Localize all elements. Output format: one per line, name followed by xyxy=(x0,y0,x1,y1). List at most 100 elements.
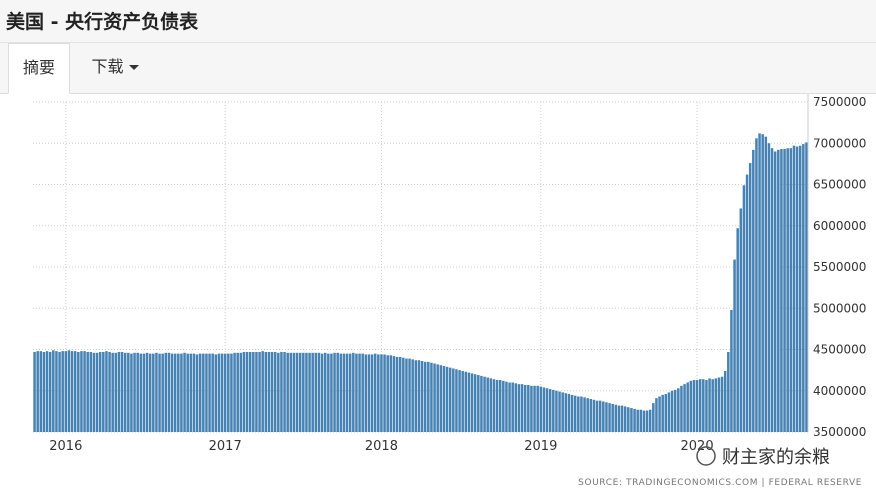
bar xyxy=(205,353,208,432)
bar xyxy=(392,356,396,432)
header: 美国 - 央行资产负债表 xyxy=(0,0,876,43)
bar xyxy=(373,353,377,432)
bar xyxy=(430,362,433,432)
bar xyxy=(695,380,699,432)
bar xyxy=(580,396,583,432)
bar xyxy=(661,394,664,432)
bar xyxy=(561,392,564,432)
y-tick-label: 5000000 xyxy=(813,301,866,315)
tab[interactable]: 下载 xyxy=(80,43,150,93)
bar xyxy=(342,353,346,432)
bar xyxy=(152,353,155,432)
bar xyxy=(480,375,483,432)
bar xyxy=(583,397,586,432)
bar xyxy=(433,363,436,432)
source: SOURCE: TRADINGECONOMICS.COM | FEDERAL R… xyxy=(578,478,862,488)
bar xyxy=(483,376,486,432)
bar xyxy=(767,143,771,432)
bar xyxy=(386,355,389,432)
tab-label: 下载 xyxy=(91,57,124,76)
bar xyxy=(286,352,289,432)
bar xyxy=(614,404,618,432)
bar xyxy=(773,151,777,432)
bar xyxy=(139,353,143,432)
bar xyxy=(242,351,246,432)
bar xyxy=(217,353,221,432)
bar xyxy=(739,208,743,432)
bar xyxy=(673,389,677,432)
tab-bar: 摘要 下载 xyxy=(0,43,876,94)
bar xyxy=(258,351,261,432)
bar xyxy=(317,352,321,432)
bar xyxy=(436,364,439,432)
bar xyxy=(370,354,374,432)
bar xyxy=(377,354,380,432)
bar xyxy=(670,390,674,432)
bar xyxy=(545,388,549,432)
bar xyxy=(405,358,408,432)
bar xyxy=(655,398,658,432)
bar xyxy=(164,352,168,432)
bar xyxy=(64,351,68,432)
bar xyxy=(664,394,668,432)
bar xyxy=(552,389,555,432)
bar xyxy=(161,353,164,432)
bar xyxy=(311,352,314,432)
bar xyxy=(717,377,721,432)
bar xyxy=(158,353,161,432)
bar xyxy=(267,351,271,432)
bar xyxy=(448,367,452,432)
bar xyxy=(283,351,286,432)
bar xyxy=(730,309,733,432)
bar xyxy=(795,146,799,433)
bar xyxy=(689,380,693,432)
bar xyxy=(105,351,108,432)
bar xyxy=(67,350,71,432)
bar xyxy=(533,385,536,432)
bar xyxy=(648,409,652,432)
bar xyxy=(48,351,52,432)
bar xyxy=(61,351,64,432)
bar xyxy=(539,386,543,432)
bar xyxy=(86,351,89,432)
bar xyxy=(233,352,236,432)
bar xyxy=(127,352,130,432)
bar xyxy=(292,352,296,432)
bar xyxy=(336,352,339,432)
bar xyxy=(202,353,205,432)
tab[interactable]: 摘要 xyxy=(8,43,70,94)
bar xyxy=(273,351,277,432)
bar xyxy=(723,370,727,432)
bar xyxy=(302,352,305,432)
watermark-text: 财主家的余粮 xyxy=(722,447,830,468)
bar xyxy=(508,382,511,432)
x-tick-label: 2017 xyxy=(209,439,242,454)
bar xyxy=(555,390,558,432)
bar xyxy=(227,353,230,432)
bar xyxy=(761,134,764,433)
bar xyxy=(358,353,361,432)
bar xyxy=(298,352,302,432)
bar xyxy=(711,379,714,432)
bar xyxy=(495,380,499,432)
bar xyxy=(727,351,730,432)
y-tick-label: 3500000 xyxy=(813,425,866,439)
bar xyxy=(167,352,171,432)
bar xyxy=(264,351,268,432)
bar xyxy=(548,389,552,432)
bar xyxy=(777,149,780,432)
bar xyxy=(586,398,589,432)
bar xyxy=(642,410,646,432)
bar xyxy=(192,353,196,432)
bar xyxy=(489,378,493,432)
bar xyxy=(52,350,55,432)
bar xyxy=(230,353,233,432)
bar xyxy=(455,369,458,432)
bar xyxy=(42,351,46,432)
bar xyxy=(348,353,352,432)
bar xyxy=(211,353,214,432)
bar xyxy=(389,355,393,432)
bar xyxy=(70,351,74,432)
bar xyxy=(80,351,83,432)
